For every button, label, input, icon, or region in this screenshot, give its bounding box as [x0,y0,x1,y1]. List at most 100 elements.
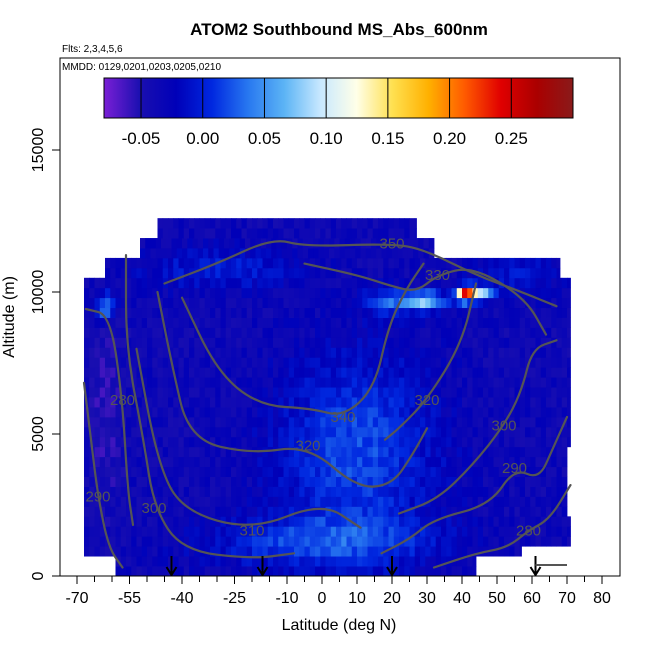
heatmap-cell [420,536,426,547]
heatmap-cell [131,526,137,537]
heatmap-cell [530,486,536,497]
heatmap-cell [556,416,563,428]
heatmap-cell [215,347,221,358]
heatmap-cell [197,247,204,259]
heatmap-cell [199,267,206,279]
heatmap-cell [383,446,389,458]
heatmap-cell [477,367,484,378]
heatmap-cell [315,516,321,527]
heatmap-cell [84,307,90,318]
heatmap-cell [519,526,526,537]
heatmap-cell [446,486,452,497]
heatmap-cell [110,387,116,398]
heatmap-cell [273,277,279,289]
heatmap-cell [278,228,284,239]
heatmap-cell [99,496,106,507]
heatmap-cell [383,287,389,299]
heatmap-cell [115,307,122,318]
heatmap-cell [456,536,463,547]
heatmap-cell [446,297,452,309]
heatmap-cell [171,238,178,249]
heatmap-cell [420,367,426,378]
heatmap-cell [462,456,468,468]
heatmap-cell [194,267,200,279]
heatmap-cell [194,297,200,309]
heatmap-cell [278,556,284,567]
heatmap-cell [278,407,284,418]
heatmap-cell [483,327,489,338]
heatmap-cell [304,397,311,408]
heatmap-cell [189,546,195,557]
heatmap-cell [315,327,321,338]
heatmap-cell [131,416,137,428]
heatmap-cell [551,436,557,448]
heatmap-cell [341,476,347,487]
heatmap-cell [462,426,468,438]
heatmap-cell [399,218,405,229]
heatmap-cell [325,526,332,537]
heatmap-cell [462,317,468,328]
heatmap-cell [246,307,253,318]
heatmap-cell [462,347,468,358]
heatmap-cell [213,247,220,259]
heatmap-cell [346,486,353,497]
heatmap-cell [504,446,510,458]
heatmap-cell [567,287,571,299]
heatmap-cell [115,566,122,576]
heatmap-cell [341,377,347,388]
heatmap-cell [514,297,521,309]
heatmap-cell [178,466,185,477]
heatmap-cell [115,297,122,309]
heatmap-cell [546,456,552,468]
heatmap-cell [199,416,206,428]
heatmap-cell [420,426,426,438]
heatmap-cell [414,486,421,497]
heatmap-cell [393,407,400,418]
heatmap-cell [357,377,363,388]
contour-label: 300 [141,500,166,517]
heatmap-cell [325,476,332,487]
heatmap-cell [441,377,447,388]
heatmap-cell [204,377,211,388]
heatmap-cell [530,287,536,299]
heatmap-cell [115,327,122,338]
heatmap-cell [498,257,505,269]
heatmap-cell [89,516,95,527]
heatmap-cells [84,218,571,576]
heatmap-cell [283,228,290,239]
heatmap-cell [488,526,494,537]
heatmap-cell [404,277,410,289]
heatmap-cell [420,297,426,309]
heatmap-cell [519,436,526,448]
heatmap-cell [84,327,90,338]
heatmap-cell [504,536,510,547]
heatmap-cell [388,546,395,557]
heatmap-cell [267,496,274,507]
heatmap-cell [404,536,410,547]
heatmap-cell [309,327,316,338]
heatmap-cell [504,347,510,358]
heatmap-cell [357,426,363,438]
heatmap-cell [115,337,122,348]
heatmap-cell [84,526,90,537]
heatmap-cell [131,466,137,477]
heatmap-cell [189,307,195,318]
heatmap-cell [362,357,368,368]
heatmap-cell [141,327,148,338]
heatmap-cell [204,456,211,468]
heatmap-cell [357,228,363,239]
heatmap-cell [273,327,279,338]
heatmap-cell [325,377,332,388]
heatmap-cell [220,357,227,368]
heatmap-cell [367,526,374,537]
heatmap-cell [241,506,248,517]
heatmap-cell [551,456,557,468]
heatmap-cell [120,307,127,318]
heatmap-cell [320,307,326,318]
heatmap-cell [231,257,237,269]
heatmap-cell [294,267,300,279]
heatmap-cell [173,257,179,269]
heatmap-cell [99,287,106,299]
heatmap-cell [283,347,290,358]
heatmap-cell [189,277,195,289]
